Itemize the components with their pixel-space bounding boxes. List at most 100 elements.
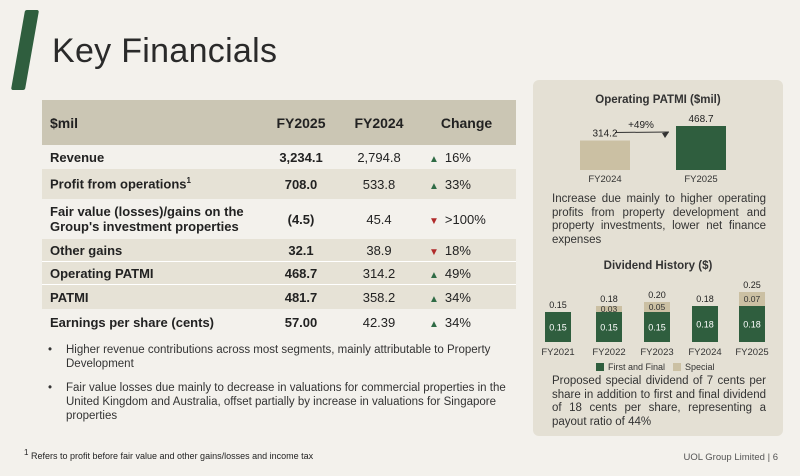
legend-swatch-special <box>673 363 682 371</box>
financials-table: $mil FY2025 FY2024 Change Revenue 3,234.… <box>42 100 516 335</box>
fy2024-value: 358.2 <box>362 289 396 305</box>
dividend-first-label: 0.15 <box>648 323 666 333</box>
growth-arrow-icon <box>662 132 669 138</box>
patmi-bar <box>580 140 630 170</box>
change-value: 33% <box>444 176 471 192</box>
table-row: Fair value (losses)/gains on the Group's… <box>42 199 516 239</box>
patmi-category-label: FY2025 <box>684 174 717 185</box>
dividend-first-label: 0.18 <box>743 320 761 330</box>
dividend-special-bar <box>644 302 670 312</box>
change-cell: ▲ 33% <box>417 177 516 192</box>
table-header: $mil FY2025 FY2024 Change <box>42 100 516 145</box>
growth-arrow-line <box>614 131 670 134</box>
dividend-chart-title: Dividend History ($) <box>603 260 713 272</box>
patmi-chart: 314.2 FY2024 468.7 FY2025 +49% <box>580 114 726 185</box>
fy2024-value: 314.2 <box>362 265 396 281</box>
up-arrow-icon: ▲ <box>429 318 439 330</box>
dividend-first-bar <box>596 312 622 342</box>
slide-title: Key Financials <box>52 32 278 70</box>
table-row: Profit from operations1 708.0 533.8 ▲ 33% <box>42 169 516 199</box>
bullet-text: Fair value losses due mainly to decrease… <box>66 382 506 422</box>
dividend-category-label: FY2021 <box>541 347 574 358</box>
change-cell: ▲ 34% <box>417 315 516 330</box>
fy2024-value: 45.4 <box>366 211 392 227</box>
commentary-bullets: • Higher revenue contributions across mos… <box>48 343 518 433</box>
dividend-chart: 0.15 0.15 FY2021 0.15 0.03 0.18 FY2022 0.15 0.05… <box>541 280 768 358</box>
dividend-special-bar <box>596 306 622 312</box>
title-accent-bar <box>10 10 40 90</box>
row-label: Earnings per share (cents) <box>50 314 214 330</box>
row-label: Revenue <box>50 149 105 165</box>
dividend-special-label: 0.05 <box>649 302 666 312</box>
legend-swatch-first <box>596 363 604 371</box>
growth-label: +49% <box>628 120 654 131</box>
dividend-total-label: 0.20 <box>648 290 666 300</box>
fy2025-value: 3,234.1 <box>279 149 323 165</box>
fy2024-value: 533.8 <box>362 176 396 192</box>
patmi-category-label: FY2024 <box>588 174 621 185</box>
row-label: Operating PATMI <box>50 265 154 281</box>
up-arrow-icon: ▲ <box>429 293 439 305</box>
fy2024-value: 2,794.8 <box>357 149 401 165</box>
dividend-first-label: 0.15 <box>600 323 618 333</box>
fy2025-value: 708.0 <box>284 176 318 192</box>
header-unit: $mil <box>50 114 79 131</box>
row-label-line1: Fair value (losses)/gains on the <box>50 204 244 219</box>
fy2025-value: 32.1 <box>288 242 314 258</box>
change-cell: ▲ 34% <box>417 290 516 305</box>
dividend-category-label: FY2022 <box>592 347 625 358</box>
dividend-special-label: 0.03 <box>601 304 618 314</box>
fy2024-value: 42.39 <box>362 314 396 330</box>
dividend-first-label: 0.18 <box>696 320 714 330</box>
patmi-value-label: 314.2 <box>592 129 617 140</box>
header-fy2025: FY2025 <box>276 114 326 131</box>
change-value: >100% <box>444 211 486 227</box>
dividend-first-label: 0.15 <box>549 323 567 333</box>
change-cell: ▼ 18% <box>417 243 516 258</box>
dividend-special-label: 0.07 <box>744 294 761 304</box>
table-row: Earnings per share (cents) 57.00 42.39 ▲… <box>42 309 516 335</box>
row-label-cell: Profit from operations1 <box>42 176 261 191</box>
dividend-commentary: Proposed special dividend of 7 cents per… <box>552 375 766 428</box>
change-cell: ▲ 16% <box>417 150 516 165</box>
change-value: 34% <box>444 289 471 305</box>
dividend-category-label: FY2023 <box>640 347 673 358</box>
footnote: 1 Refers to profit before fair value and… <box>24 448 313 461</box>
up-arrow-icon: ▲ <box>429 269 439 281</box>
header-change: Change <box>440 114 493 131</box>
row-label: Other gains <box>50 242 123 258</box>
dividend-first-bar <box>545 312 571 342</box>
dividend-special-bar <box>739 292 765 306</box>
header-fy2024: FY2024 <box>354 114 404 131</box>
change-value: 16% <box>444 149 471 165</box>
up-arrow-icon: ▲ <box>429 180 439 192</box>
fy2025-value: (4.5) <box>287 211 315 227</box>
change-value: 49% <box>444 265 471 281</box>
dividend-total-label: 0.18 <box>696 294 714 304</box>
fy2024-value: 38.9 <box>366 242 392 258</box>
down-arrow-icon: ▼ <box>429 215 439 227</box>
dividend-total-label: 0.25 <box>743 280 761 290</box>
change-cell: ▲ 49% <box>417 266 516 281</box>
dividend-first-bar <box>692 306 718 342</box>
dividend-category-label: FY2024 <box>688 347 721 358</box>
table-row: Other gains 32.1 38.9 ▼ 18% <box>42 239 516 262</box>
dividend-first-bar <box>644 312 670 342</box>
fy2025-value: 468.7 <box>284 265 318 281</box>
legend-label-first: First and Final <box>608 362 666 372</box>
bullet-text: Higher revenue contributions across most… <box>66 344 491 370</box>
fy2025-value: 57.00 <box>284 314 318 330</box>
table-row: Operating PATMI 468.7 314.2 ▲ 49% <box>42 262 516 285</box>
footnote-mark: 1 <box>24 448 29 457</box>
dividend-legend: First and Final Special <box>596 362 715 372</box>
footnote-text: Refers to profit before fair value and o… <box>30 451 314 461</box>
change-value: 34% <box>444 314 471 330</box>
dividend-total-label: 0.15 <box>549 300 567 310</box>
row-label-line2: Group's investment properties <box>50 219 239 234</box>
row-label-cell: Fair value (losses)/gains on the Group's… <box>42 204 261 234</box>
dividend-category-label: FY2025 <box>735 347 768 358</box>
patmi-bar <box>676 126 726 170</box>
side-panel: Operating PATMI ($mil) 314.2 FY2024 468.7 F… <box>533 80 783 436</box>
patmi-value-label: 468.7 <box>688 114 713 125</box>
bullet-item: • Fair value losses due mainly to decreas… <box>48 381 518 423</box>
